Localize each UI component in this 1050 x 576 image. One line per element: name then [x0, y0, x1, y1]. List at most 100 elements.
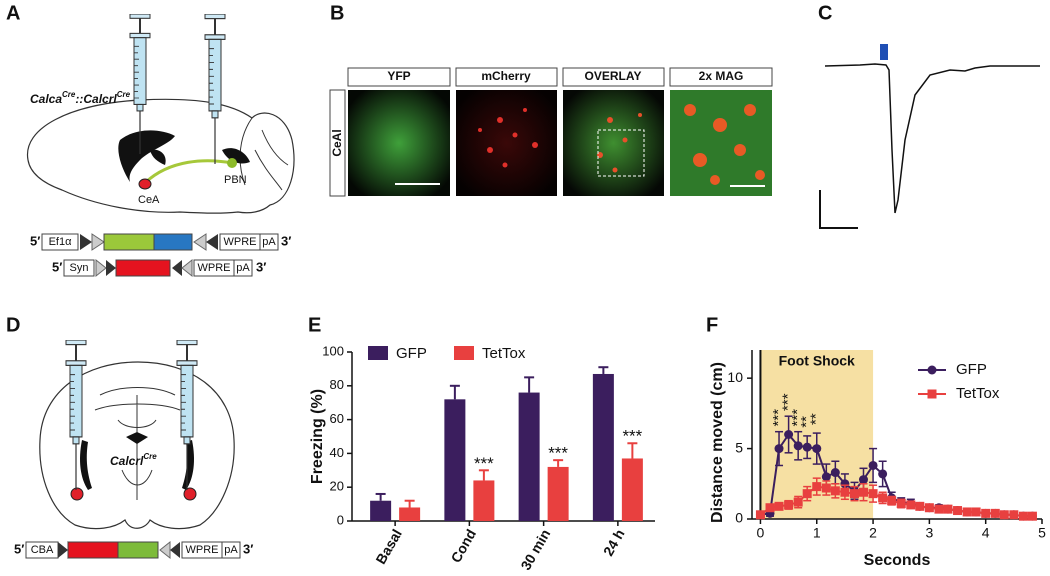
panel-label: C [818, 2, 832, 24]
brain-structure [150, 149, 166, 165]
micrograph [348, 90, 450, 196]
panel-label: E [308, 314, 321, 336]
x-tick-label: 3 [925, 525, 933, 541]
marker [858, 487, 868, 497]
construct-end: 3′ [256, 259, 266, 274]
bar [399, 507, 421, 521]
marker [1009, 510, 1019, 520]
marker [802, 442, 812, 452]
marker [812, 482, 822, 492]
micrograph [456, 90, 557, 196]
significance: ** [808, 413, 825, 425]
genotype: CalcaCre::CalcrlCre [30, 90, 131, 106]
legend-label: GFP [396, 345, 427, 362]
marker [765, 503, 775, 513]
y-tick-label: 10 [727, 369, 743, 385]
panel-label: F [706, 314, 718, 336]
marker [953, 506, 963, 516]
bar [473, 480, 495, 521]
current-trace [824, 63, 1040, 214]
construct-end: 3′ [281, 233, 291, 248]
marker [868, 489, 878, 499]
micrograph [670, 90, 772, 196]
column-header: 2x MAG [699, 69, 744, 83]
marker [887, 496, 897, 506]
marker [943, 504, 953, 514]
marker [962, 507, 972, 517]
pbn-dot [227, 158, 237, 168]
marker [915, 501, 925, 511]
marker [830, 486, 840, 496]
brain-structure [118, 130, 175, 182]
row-header: CeAl [330, 129, 344, 156]
significance: *** [474, 454, 494, 473]
construct-box [41, 233, 79, 251]
marker [821, 472, 831, 482]
genotype-part: Cre [143, 452, 157, 461]
marker [784, 430, 794, 439]
y-tick-label: 80 [330, 377, 344, 392]
construct-end: 5′ [30, 233, 40, 248]
x-tick-label: Basal [372, 526, 405, 566]
marker [878, 469, 888, 479]
column-header: mCherry [481, 69, 531, 83]
marker [934, 504, 944, 514]
genotype-part: Cre [117, 90, 131, 99]
significance: *** [622, 427, 642, 446]
y-tick-label: 60 [330, 411, 344, 426]
micrograph [563, 90, 664, 196]
marker [981, 508, 991, 518]
construct-label: WPRE [224, 236, 257, 248]
construct-label: Ef1α [49, 236, 73, 248]
marker [774, 444, 784, 454]
marker [793, 497, 803, 507]
construct-box [259, 233, 279, 251]
projection [144, 159, 233, 184]
marker [878, 493, 888, 503]
marker [840, 487, 850, 497]
marker [971, 507, 981, 517]
construct-label: Syn [70, 262, 89, 274]
region-label: PBN [224, 174, 247, 186]
construct-end: 5′ [14, 541, 24, 556]
construct-label: WPRE [186, 544, 219, 556]
light-pulse [880, 44, 888, 60]
construct-box [233, 259, 253, 277]
marker [849, 489, 859, 499]
significance: *** [780, 393, 797, 411]
legend-label: TetTox [956, 385, 1000, 402]
x-tick-label: 0 [757, 525, 765, 541]
significance: *** [770, 409, 787, 427]
marker [990, 508, 1000, 518]
x-tick-label: 1 [813, 525, 821, 541]
y-tick-label: 0 [337, 512, 344, 527]
x-tick-label: 5 [1038, 525, 1046, 541]
bar [592, 373, 614, 521]
construct-label: pA [224, 544, 238, 556]
cerebellum [239, 117, 289, 191]
marker [840, 479, 850, 489]
construct-end: 5′ [52, 259, 62, 274]
construct-box [63, 259, 95, 277]
y-tick-label: 100 [322, 343, 344, 358]
genotype-part: Calcrl [110, 454, 144, 468]
panel-d: CalcrlCre 5′ CBA WPRE pA 3′ [14, 340, 253, 560]
bar [547, 466, 569, 521]
construct-label: pA [262, 236, 276, 248]
x-tick-label: 30 min [517, 526, 553, 572]
y-tick-label: 5 [735, 439, 743, 455]
marker [896, 499, 906, 509]
x-axis-label: Seconds [864, 552, 931, 569]
marker [868, 460, 878, 470]
cea-dot [138, 178, 152, 190]
x-tick-label: 2 [869, 525, 877, 541]
marker [858, 475, 868, 485]
legend-marker [927, 389, 937, 399]
genotype: CalcrlCre [110, 452, 157, 468]
construct-end: 3′ [243, 541, 253, 556]
construct-label: CBA [31, 544, 54, 556]
x-tick-label: 24 h [600, 526, 628, 558]
marker [1027, 511, 1037, 521]
bar [444, 399, 466, 521]
